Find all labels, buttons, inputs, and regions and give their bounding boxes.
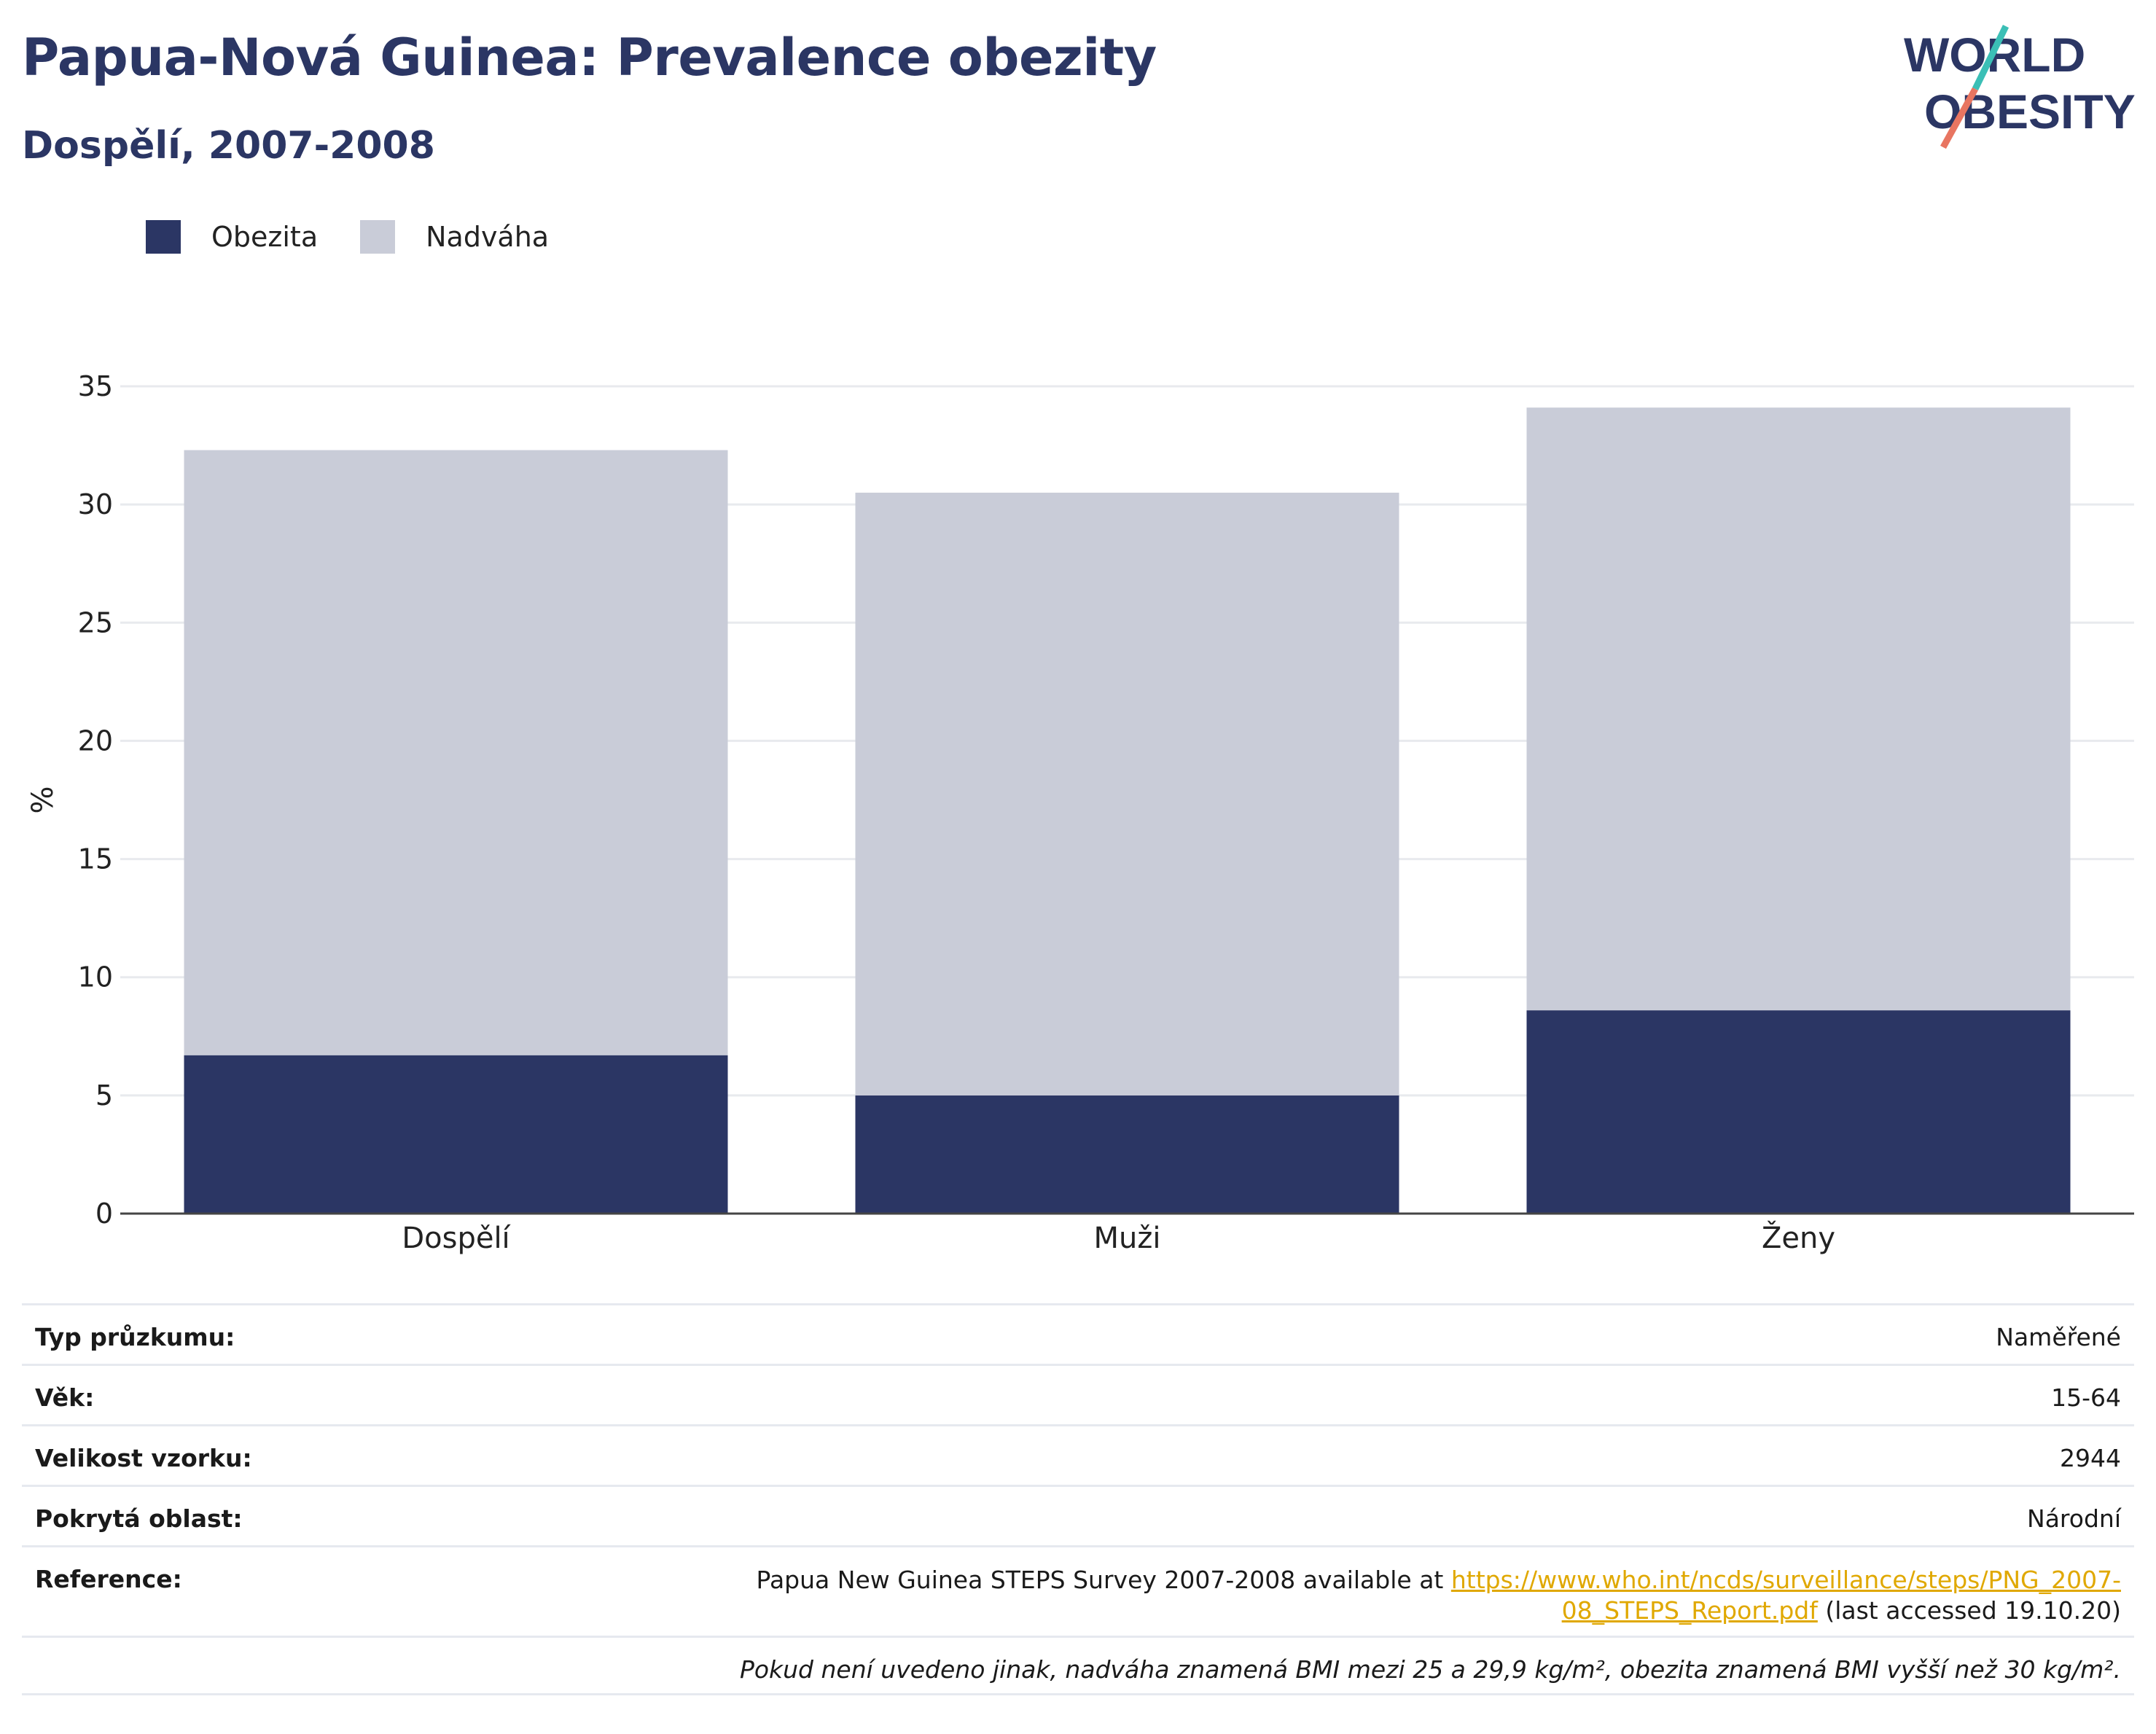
- bar-obesity: [1526, 1010, 2071, 1214]
- page-subtitle: Dospělí, 2007-2008: [22, 124, 435, 168]
- x-tick-label: Muži: [1094, 1222, 1161, 1255]
- reference-text: Papua New Guinea STEPS Survey 2007-2008 …: [756, 1566, 1444, 1594]
- page-title: Papua-Nová Guinea: Prevalence obezity: [22, 28, 1157, 87]
- info-row-age: Věk: 15-64: [22, 1364, 2134, 1424]
- info-row-area: Pokrytá oblast: Národní: [22, 1485, 2134, 1545]
- info-label: Typ průzkumu:: [35, 1323, 235, 1351]
- chart-legend: Obezita Nadváha: [146, 219, 591, 255]
- stacked-bar-chart: 0 5 10 15 20 25 30 35% Dospělí Muži Ženy: [26, 370, 2134, 1255]
- bar-overweight: [184, 450, 728, 1055]
- y-axis-label: %: [26, 786, 60, 813]
- y-tick-label: 30: [78, 488, 113, 520]
- legend-label-obesity: Obezita: [211, 221, 319, 253]
- info-value: Národní: [2027, 1504, 2121, 1533]
- info-row-sample-size: Velikost vzorku: 2944: [22, 1424, 2134, 1485]
- y-tick-label: 5: [95, 1079, 113, 1112]
- y-tick-label: 20: [78, 725, 113, 757]
- info-label: Věk:: [35, 1383, 95, 1412]
- world-obesity-logo: WORLD OBESITY: [1904, 25, 2136, 149]
- x-tick-label: Dospělí: [402, 1222, 511, 1255]
- bar-overweight: [1526, 407, 2071, 1011]
- info-row-reference: Reference: Papua New Guinea STEPS Survey…: [22, 1545, 2134, 1636]
- bar-overweight: [855, 492, 1399, 1096]
- bar-obesity: [184, 1055, 728, 1214]
- info-label: Velikost vzorku:: [35, 1444, 252, 1472]
- logo-slash-coral: [1940, 87, 1978, 149]
- legend-swatch-overweight: [360, 220, 396, 254]
- y-tick-label: 0: [95, 1198, 113, 1230]
- legend-swatch-obesity: [146, 220, 181, 254]
- info-label: Pokrytá oblast:: [35, 1504, 243, 1533]
- reference-link-part2[interactable]: 08_STEPS_Report.pdf: [1561, 1596, 1818, 1625]
- info-row-note: Pokud není uvedeno jinak, nadváha znamen…: [22, 1636, 2134, 1695]
- bar-obesity: [855, 1095, 1399, 1214]
- y-tick-label: 10: [78, 961, 113, 993]
- legend-item-obesity[interactable]: Obezita: [146, 220, 318, 254]
- info-value: 2944: [2060, 1444, 2121, 1472]
- reference-accessed: (last accessed 19.10.20): [1825, 1596, 2121, 1625]
- x-tick-label: Ženy: [1762, 1220, 1835, 1255]
- legend-label-overweight: Nadváha: [426, 221, 550, 253]
- reference-value: Papua New Guinea STEPS Survey 2007-2008 …: [757, 1547, 2121, 1626]
- info-value: Naměřené: [1996, 1323, 2121, 1351]
- logo-slash-teal: [1972, 25, 2009, 90]
- info-label: Reference:: [35, 1565, 182, 1593]
- y-tick-label: 15: [78, 843, 113, 875]
- reference-link-part1[interactable]: https://www.who.int/ncds/surveillance/st…: [1450, 1566, 2121, 1594]
- survey-info-table: Typ průzkumu: Naměřené Věk: 15-64 Veliko…: [22, 1303, 2134, 1695]
- definition-note: Pokud není uvedeno jinak, nadváha znamen…: [739, 1655, 2121, 1684]
- info-row-survey-type: Typ průzkumu: Naměřené: [22, 1303, 2134, 1364]
- y-tick-label: 25: [78, 606, 113, 638]
- y-tick-label: 35: [78, 370, 113, 402]
- legend-item-overweight[interactable]: Nadváha: [360, 220, 549, 254]
- info-value: 15-64: [2051, 1383, 2121, 1412]
